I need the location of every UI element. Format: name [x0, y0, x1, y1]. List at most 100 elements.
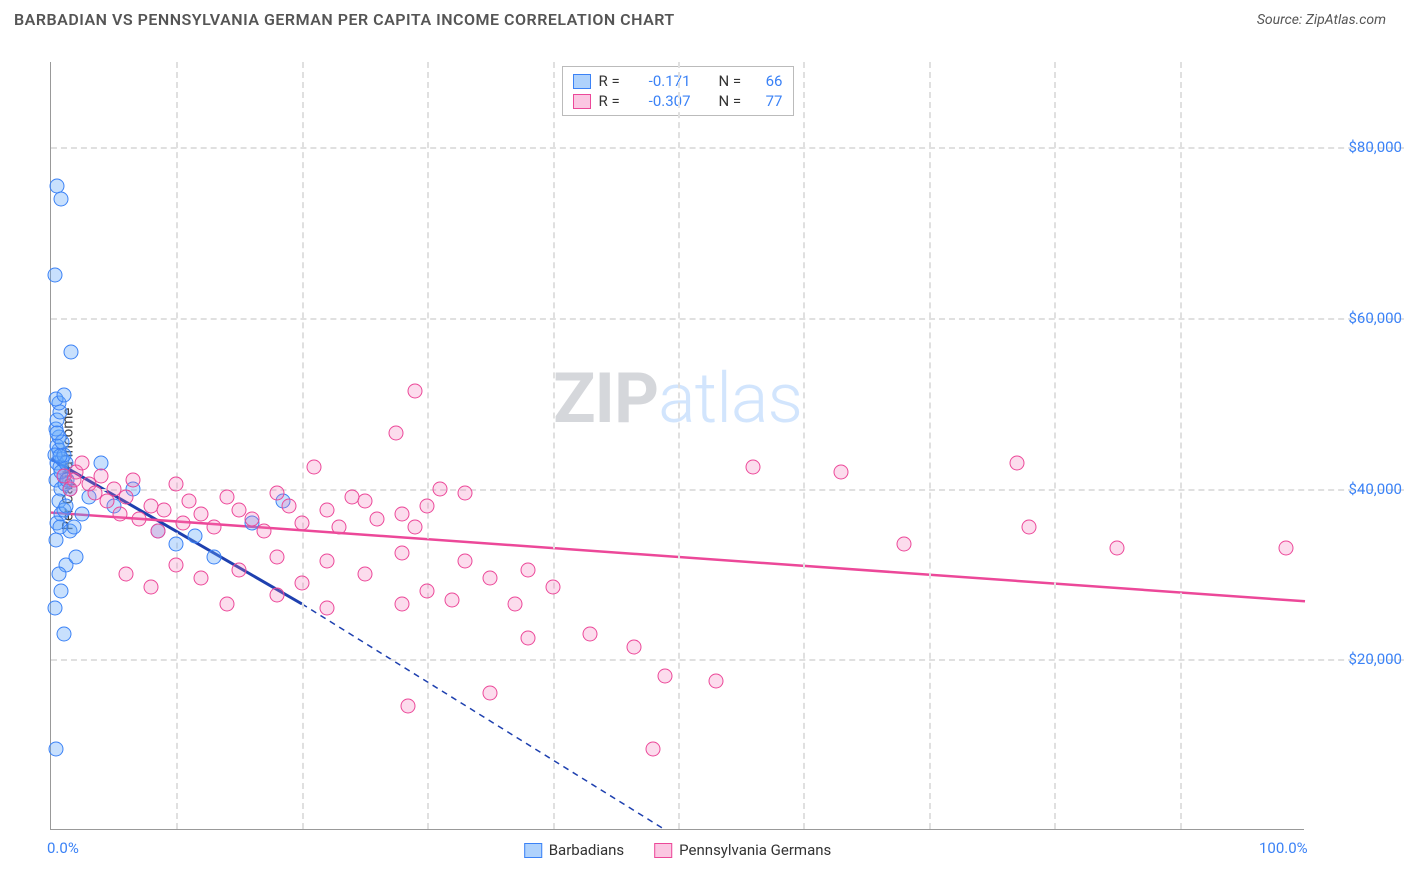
gridline-h	[51, 659, 1404, 661]
gridline-v	[1180, 62, 1182, 829]
data-point	[395, 507, 410, 522]
data-point	[420, 584, 435, 599]
swatch-icon	[654, 843, 672, 858]
data-point	[119, 490, 134, 505]
data-point	[56, 626, 71, 641]
data-point	[49, 741, 64, 756]
data-point	[131, 511, 146, 526]
data-point	[307, 460, 322, 475]
gridline-v	[553, 62, 555, 829]
data-point	[457, 554, 472, 569]
chart-container: Per Capita Income ZIPatlas R =-0.171N =6…	[14, 46, 1406, 892]
data-point	[482, 571, 497, 586]
x-tick-label: 100.0%	[1259, 839, 1308, 857]
stat-label: N =	[719, 72, 747, 90]
data-point	[244, 511, 259, 526]
data-point	[100, 494, 115, 509]
data-point	[645, 741, 660, 756]
data-point	[144, 579, 159, 594]
data-point	[64, 345, 79, 360]
data-point	[395, 596, 410, 611]
data-point	[194, 507, 209, 522]
data-point	[181, 494, 196, 509]
data-point	[269, 485, 284, 500]
data-point	[169, 477, 184, 492]
data-point	[319, 503, 334, 518]
data-point	[1109, 541, 1124, 556]
data-point	[169, 558, 184, 573]
data-point	[401, 699, 416, 714]
data-point	[420, 498, 435, 513]
data-point	[269, 549, 284, 564]
gridline-v	[176, 62, 178, 829]
data-point	[545, 579, 560, 594]
data-point	[188, 528, 203, 543]
gridline-v	[678, 62, 680, 829]
data-point	[658, 669, 673, 684]
stat-label: N =	[719, 92, 747, 110]
data-point	[520, 631, 535, 646]
data-point	[445, 592, 460, 607]
data-point	[49, 532, 64, 547]
gridline-h	[51, 318, 1404, 320]
data-point	[896, 537, 911, 552]
data-point	[51, 567, 66, 582]
data-point	[1022, 520, 1037, 535]
data-point	[75, 456, 90, 471]
data-point	[520, 562, 535, 577]
stat-label: R =	[599, 92, 627, 110]
data-point	[219, 490, 234, 505]
stat-value: 77	[755, 92, 783, 110]
swatch-icon	[524, 843, 542, 858]
data-point	[207, 549, 222, 564]
data-point	[66, 520, 81, 535]
data-point	[319, 554, 334, 569]
data-point	[150, 524, 165, 539]
data-point	[69, 549, 84, 564]
data-point	[294, 515, 309, 530]
data-point	[370, 511, 385, 526]
data-point	[119, 567, 134, 582]
data-point	[1279, 541, 1294, 556]
data-point	[1009, 456, 1024, 471]
legend: Barbadians Pennsylvania Germans	[524, 841, 832, 859]
data-point	[66, 473, 81, 488]
gridline-h	[51, 147, 1404, 149]
legend-label: Barbadians	[549, 841, 624, 859]
data-point	[388, 426, 403, 441]
gridline-v	[427, 62, 429, 829]
data-point	[207, 520, 222, 535]
x-tick-label: 0.0%	[47, 839, 79, 857]
y-tick-label: $20,000	[1348, 650, 1402, 668]
stat-value: -0.307	[635, 92, 691, 110]
data-point	[175, 515, 190, 530]
data-point	[332, 520, 347, 535]
data-point	[482, 686, 497, 701]
data-point	[457, 485, 472, 500]
swatch-icon	[573, 94, 591, 109]
stat-label: R =	[599, 72, 627, 90]
data-point	[169, 537, 184, 552]
data-point	[407, 383, 422, 398]
data-point	[52, 449, 67, 464]
legend-item: Pennsylvania Germans	[654, 841, 831, 859]
data-point	[125, 473, 140, 488]
data-point	[194, 571, 209, 586]
data-point	[112, 507, 127, 522]
data-point	[47, 601, 62, 616]
gridline-h	[51, 489, 1404, 491]
data-point	[54, 191, 69, 206]
data-point	[319, 601, 334, 616]
data-point	[54, 584, 69, 599]
gridline-v	[302, 62, 304, 829]
source-credit: Source: ZipAtlas.com	[1257, 12, 1386, 28]
data-point	[834, 464, 849, 479]
swatch-icon	[573, 74, 591, 89]
legend-item: Barbadians	[524, 841, 624, 859]
data-point	[357, 567, 372, 582]
data-point	[47, 268, 62, 283]
data-point	[294, 575, 309, 590]
data-point	[507, 596, 522, 611]
data-point	[357, 494, 372, 509]
data-point	[50, 426, 65, 441]
